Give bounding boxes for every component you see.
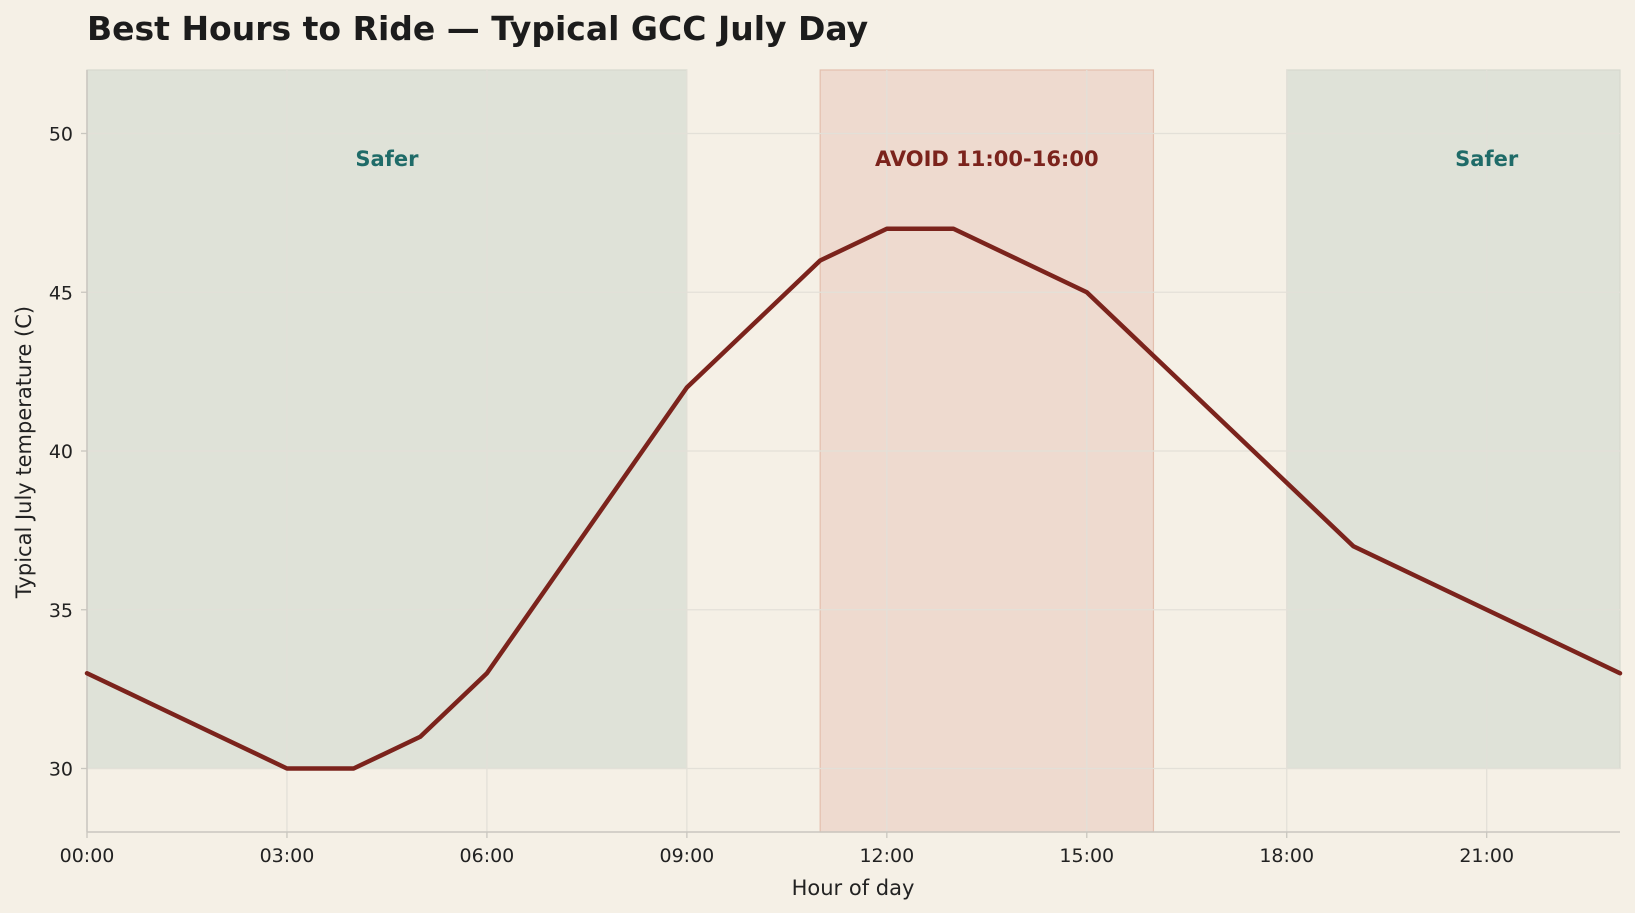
data-point-6 xyxy=(485,671,489,675)
avoid-label-1: AVOID 11:00-16:00 xyxy=(875,147,1099,171)
data-point-3 xyxy=(285,766,289,770)
data-point-5 xyxy=(418,735,422,739)
x-tick-label-2: 06:00 xyxy=(460,845,515,867)
data-point-22 xyxy=(1551,639,1555,643)
data-point-8 xyxy=(618,481,622,485)
band-layer xyxy=(86,69,1621,833)
data-point-0 xyxy=(85,671,89,675)
y-tick-label-3: 45 xyxy=(49,282,73,304)
data-point-11 xyxy=(818,258,822,262)
x-tick-label-0: 00:00 xyxy=(60,845,115,867)
data-point-16 xyxy=(1151,354,1155,358)
data-point-23 xyxy=(1618,671,1622,675)
data-point-7 xyxy=(551,576,555,580)
data-point-19 xyxy=(1351,544,1355,548)
data-point-18 xyxy=(1285,481,1289,485)
data-point-2 xyxy=(218,735,222,739)
safe-label-0: Safer xyxy=(355,147,419,171)
axis-layer: 00:00 03:00 06:00 09:00 12:00 15:00 18:00 21:00… xyxy=(49,70,1620,867)
data-point-1 xyxy=(151,703,155,707)
safe-band-0 xyxy=(86,69,688,770)
x-axis-label: Hour of day xyxy=(792,876,915,900)
x-tick-label-3: 09:00 xyxy=(659,845,714,867)
x-tick-label-5: 15:00 xyxy=(1059,845,1114,867)
temperature-line-0 xyxy=(84,226,1623,771)
data-point-20 xyxy=(1418,576,1422,580)
y-axis-label: Typical July temperature (C) xyxy=(12,306,36,599)
safe-label-2: Safer xyxy=(1455,147,1519,171)
y-tick-label-2: 40 xyxy=(49,441,73,463)
data-point-12 xyxy=(885,227,889,231)
x-tick-label-7: 21:00 xyxy=(1459,845,1514,867)
data-point-14 xyxy=(1018,258,1022,262)
y-tick-label-0: 30 xyxy=(49,759,73,781)
band-label-layer: Safer AVOID 11:00-16:00 Safer xyxy=(355,147,1518,171)
safe-band-2 xyxy=(1286,69,1621,770)
data-point-4 xyxy=(351,766,355,770)
data-point-15 xyxy=(1085,290,1089,294)
data-point-10 xyxy=(751,322,755,326)
data-point-21 xyxy=(1484,608,1488,612)
x-tick-label-1: 03:00 xyxy=(260,845,315,867)
series-layer xyxy=(84,226,1623,771)
chart-title: Best Hours to Ride — Typical GCC July Da… xyxy=(87,9,868,48)
x-tick-label-4: 12:00 xyxy=(859,845,914,867)
data-point-13 xyxy=(951,227,955,231)
x-tick-label-6: 18:00 xyxy=(1259,845,1314,867)
y-tick-label-4: 50 xyxy=(49,124,73,146)
y-tick-label-1: 35 xyxy=(49,600,73,622)
data-point-17 xyxy=(1218,417,1222,421)
data-point-9 xyxy=(685,385,689,389)
